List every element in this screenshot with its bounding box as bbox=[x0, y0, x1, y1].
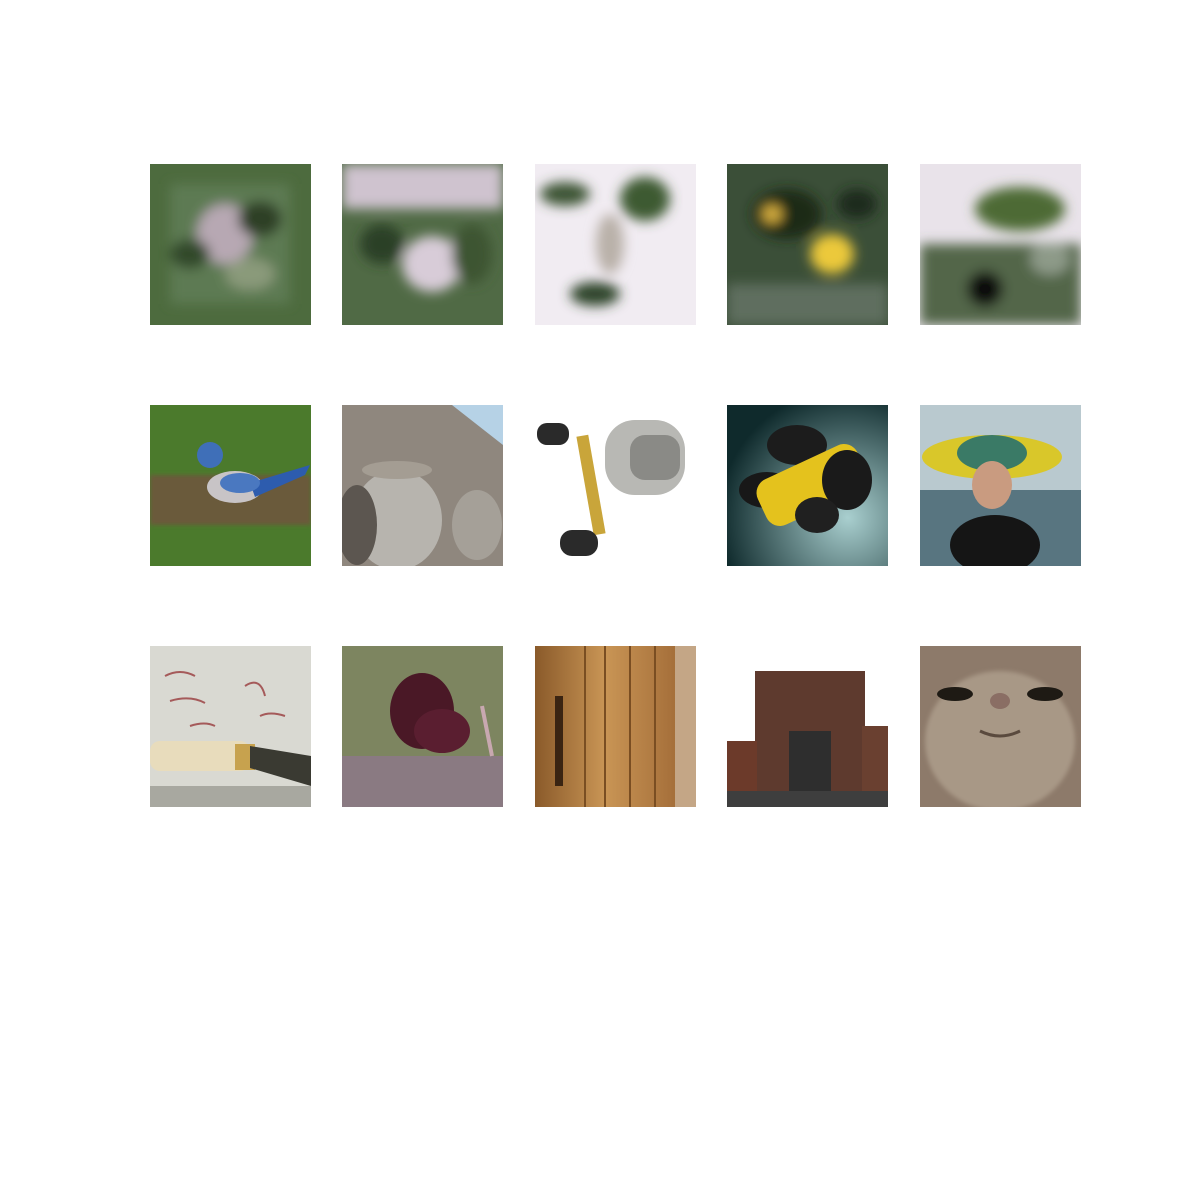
image-tile bbox=[535, 646, 696, 807]
image-tile bbox=[342, 164, 503, 325]
image-tile bbox=[150, 646, 311, 807]
image-tile bbox=[727, 164, 888, 325]
image-tile bbox=[727, 646, 888, 807]
image-tile bbox=[920, 164, 1081, 325]
image-tile bbox=[342, 405, 503, 566]
image-tile bbox=[150, 405, 311, 566]
image-tile bbox=[727, 405, 888, 566]
image-tile bbox=[342, 646, 503, 807]
image-tile bbox=[150, 164, 311, 325]
image-tile bbox=[920, 646, 1081, 807]
image-tile bbox=[920, 405, 1081, 566]
image-tile bbox=[535, 164, 696, 325]
image-tile bbox=[535, 405, 696, 566]
